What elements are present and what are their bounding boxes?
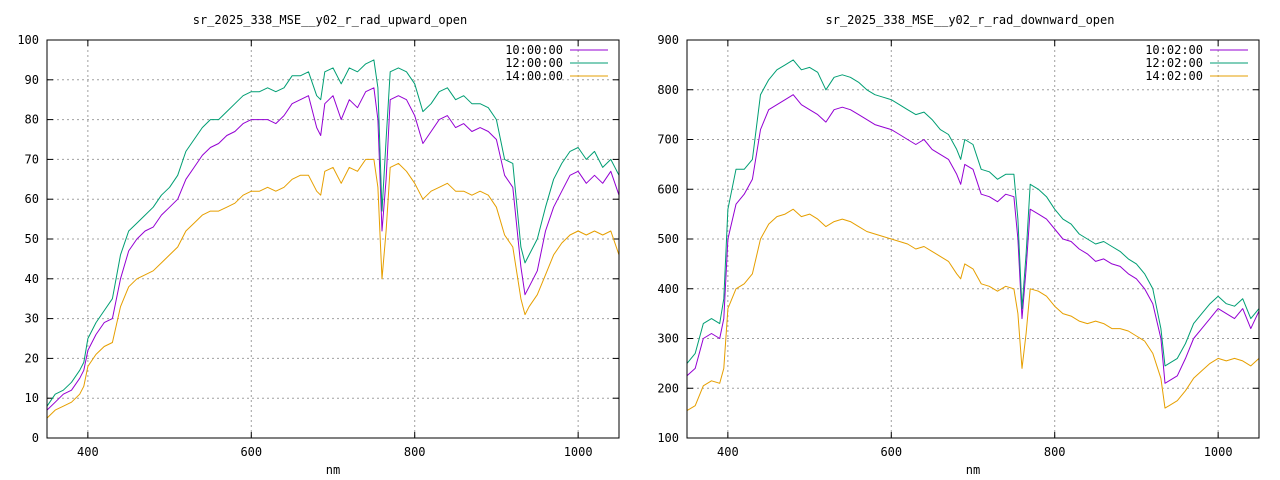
legend-label: 14:02:00 — [1145, 69, 1203, 83]
y-tick-label: 500 — [657, 232, 679, 246]
x-tick-label: 600 — [240, 445, 262, 459]
x-axis-label: nm — [326, 463, 340, 477]
series-line-14:00:00 — [46, 158, 620, 419]
legend-label: 10:00:00 — [505, 43, 563, 57]
legend-label: 14:00:00 — [505, 69, 563, 83]
x-axis-label: nm — [966, 463, 980, 477]
series-line-10:00:00 — [46, 87, 620, 411]
x-tick-label: 800 — [1044, 445, 1066, 459]
y-tick-label: 20 — [25, 351, 39, 365]
y-tick-label: 100 — [17, 33, 39, 47]
series-line-12:00:00 — [46, 59, 620, 407]
plot-frame — [686, 39, 1260, 439]
y-tick-label: 60 — [25, 192, 39, 206]
chart-title: sr_2025_338_MSE__y02_r_rad_downward_open — [826, 13, 1115, 27]
x-tick-label: 800 — [404, 445, 426, 459]
chart-1: 0 10 20 30 40 50 60 70 80 90 100 400 600 800 1000 sr_20… — [17, 13, 620, 477]
series-line-10:02:00 — [686, 94, 1260, 384]
legend-label: 12:00:00 — [505, 56, 563, 70]
y-tick-label: 0 — [32, 431, 39, 445]
y-tick-label: 40 — [25, 272, 39, 286]
y-tick-label: 900 — [657, 33, 679, 47]
y-tick-label: 400 — [657, 282, 679, 296]
chart-title: sr_2025_338_MSE__y02_r_rad_upward_open — [193, 13, 468, 27]
y-tick-label: 80 — [25, 113, 39, 127]
y-tick-label: 70 — [25, 152, 39, 166]
x-tick-label: 400 — [77, 445, 99, 459]
y-tick-label: 300 — [657, 332, 679, 346]
x-tick-label: 600 — [880, 445, 902, 459]
chart-2: 100 200 300 400 500 600 700 800 900 400 600 800 1000… — [657, 13, 1260, 477]
series-line-12:02:00 — [686, 59, 1260, 367]
legend-label: 12:02:00 — [1145, 56, 1203, 70]
plot-frame — [46, 39, 620, 439]
y-tick-label: 10 — [25, 391, 39, 405]
y-tick-label: 200 — [657, 381, 679, 395]
series-line-14:02:00 — [686, 208, 1260, 412]
y-tick-label: 800 — [657, 83, 679, 97]
x-tick-label: 400 — [717, 445, 739, 459]
y-tick-label: 30 — [25, 312, 39, 326]
y-tick-label: 700 — [657, 133, 679, 147]
legend-label: 10:02:00 — [1145, 43, 1203, 57]
y-tick-label: 50 — [25, 232, 39, 246]
x-tick-label: 1000 — [564, 445, 593, 459]
y-tick-label: 90 — [25, 73, 39, 87]
y-tick-label: 600 — [657, 182, 679, 196]
x-tick-label: 1000 — [1204, 445, 1233, 459]
y-tick-label: 100 — [657, 431, 679, 445]
